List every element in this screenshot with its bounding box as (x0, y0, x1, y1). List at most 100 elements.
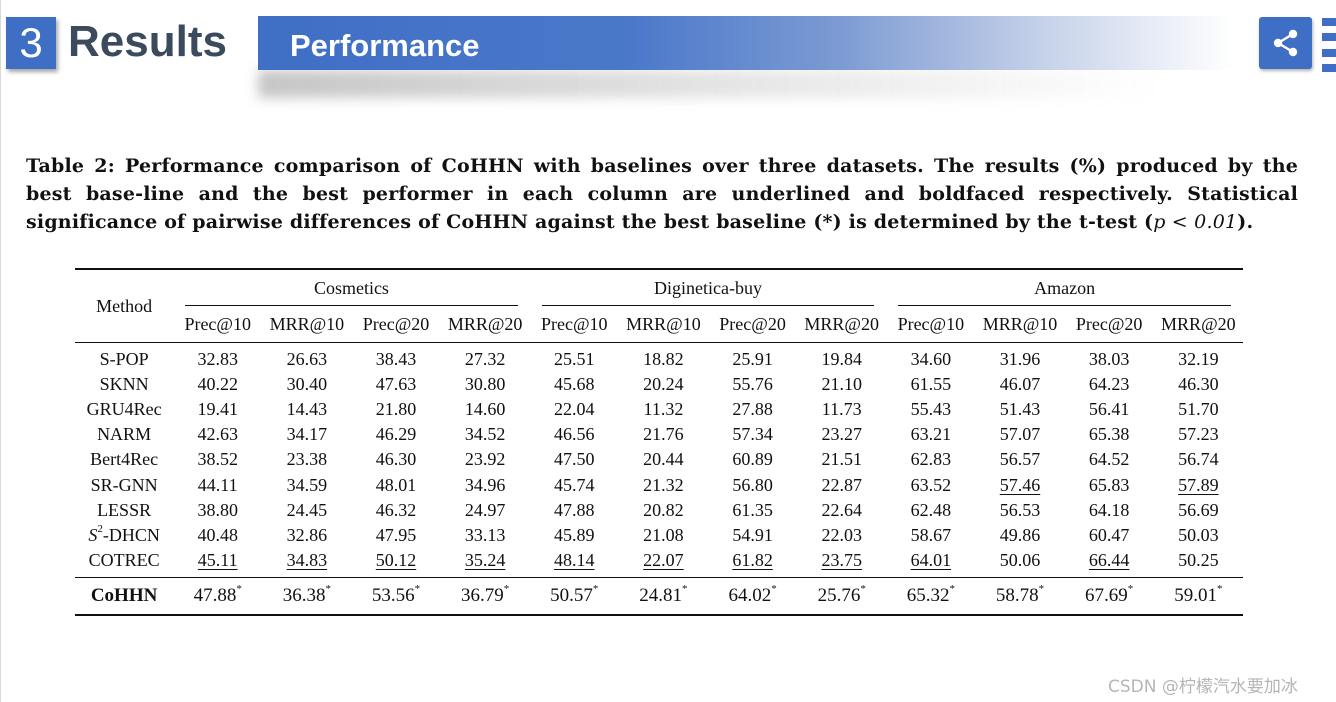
metric-header: Prec@20 (1064, 306, 1154, 343)
share-icon (1273, 29, 1297, 57)
value-cell: 32.83 (197, 349, 238, 370)
metric-header: Prec@10 (886, 306, 976, 343)
value-cell: 34.96 (464, 474, 506, 495)
value-cell: 11.32 (643, 399, 684, 420)
method-header: Method (75, 270, 174, 343)
value-cell: 46.30 (1178, 374, 1219, 395)
menu-bar (1322, 48, 1336, 57)
value-cell: 23.75 (821, 549, 862, 570)
left-border (0, 0, 1, 702)
value-cell: 57.23 (1178, 424, 1219, 445)
method-cell: NARM (97, 424, 152, 445)
caption-suffix: ). (1237, 211, 1254, 233)
value-cell: 57.07 (999, 424, 1041, 445)
table-row: Bert4Rec 38.52 23.38 46.30 23.92 47.50 20.44 60… (75, 447, 1243, 472)
value-cell: 61.35 (732, 499, 773, 520)
value-cell: 50.03 (1178, 524, 1219, 545)
watermark: CSDN @柠檬汽水要加冰 (1108, 677, 1298, 697)
table-row: COTREC 45.11 34.83 50.12 35.24 48.14 22.07 61.8… (75, 548, 1243, 578)
value-cell: 56.57 (999, 449, 1041, 470)
value-cell: 63.21 (910, 424, 952, 445)
value-cell: 26.63 (286, 349, 328, 370)
value-cell: 55.76 (732, 374, 773, 395)
value-cell: 59.01* (1153, 576, 1243, 616)
value-cell: 23.27 (821, 424, 862, 445)
value-cell: 46.29 (375, 424, 417, 445)
method-cell: LESSR (97, 499, 152, 520)
menu-button[interactable] (1322, 18, 1336, 72)
value-cell: 21.51 (821, 449, 862, 470)
value-cell: 34.59 (286, 474, 328, 495)
value-cell: 49.86 (999, 524, 1041, 545)
value-cell: 62.48 (910, 499, 952, 520)
value-cell: 57.89 (1178, 474, 1219, 495)
value-cell: 66.44 (1088, 549, 1130, 570)
value-cell: 38.03 (1088, 349, 1130, 370)
value-cell: 60.47 (1088, 524, 1130, 545)
table-row-cohhn: CoHHN 47.88* 36.38* 53.56* 36.79* 50.57* 24.81… (75, 576, 1243, 616)
method-cell: CoHHN (75, 576, 174, 616)
table-row: LESSR 38.80 24.45 46.32 24.97 47.88 20.82 61.35… (75, 498, 1243, 523)
value-cell: 56.74 (1178, 449, 1219, 470)
value-cell: 34.60 (910, 349, 952, 370)
value-cell: 64.01 (910, 549, 952, 570)
value-cell: 24.97 (464, 499, 506, 520)
method-cell: S2-DHCN (88, 522, 160, 545)
value-cell: 32.86 (286, 524, 328, 545)
method-cell: SKNN (99, 374, 149, 395)
value-cell: 25.91 (732, 349, 773, 370)
metric-header: Prec@20 (351, 306, 441, 343)
value-cell: 22.87 (821, 474, 862, 495)
table-row: S-POP 32.83 26.63 38.43 27.32 25.51 18.82 25.91… (75, 343, 1243, 373)
value-cell: 61.82 (732, 549, 773, 570)
value-cell: 30.80 (464, 374, 506, 395)
share-button[interactable] (1259, 17, 1312, 69)
value-cell: 47.63 (375, 374, 417, 395)
value-cell: 24.45 (286, 499, 328, 520)
value-cell: 34.17 (286, 424, 328, 445)
value-cell: 45.89 (554, 524, 595, 545)
value-cell: 61.55 (910, 374, 952, 395)
table-row: NARM 42.63 34.17 46.29 34.52 46.56 21.76 57.34 2… (75, 422, 1243, 447)
value-cell: 21.76 (643, 424, 684, 445)
method-cell: GRU4Rec (86, 399, 162, 420)
value-cell: 58.78* (975, 576, 1065, 616)
value-cell: 33.13 (464, 524, 506, 545)
section-number: 3 (19, 19, 43, 66)
value-cell: 54.91 (732, 524, 773, 545)
value-cell: 56.53 (999, 499, 1041, 520)
value-cell: 50.12 (375, 549, 417, 570)
section-number-badge: 3 (6, 17, 56, 69)
value-cell: 21.08 (643, 524, 684, 545)
value-cell: 56.69 (1178, 499, 1219, 520)
value-cell: 38.43 (375, 349, 417, 370)
table-row: GRU4Rec 19.41 14.43 21.80 14.60 22.04 11.32 27.… (75, 397, 1243, 422)
value-cell: 19.84 (821, 349, 862, 370)
value-cell: 56.80 (732, 474, 773, 495)
value-cell: 67.69* (1064, 576, 1154, 616)
value-cell: 32.19 (1178, 349, 1219, 370)
value-cell: 47.95 (375, 524, 417, 545)
value-cell: 30.40 (286, 374, 328, 395)
value-cell: 47.88* (173, 576, 263, 616)
value-cell: 45.11 (197, 549, 238, 570)
value-cell: 48.01 (375, 474, 417, 495)
value-cell: 47.88 (554, 499, 595, 520)
value-cell: 64.02* (708, 576, 798, 616)
value-cell: 48.14 (554, 549, 595, 570)
value-cell: 46.30 (375, 449, 417, 470)
value-cell: 58.67 (910, 524, 952, 545)
value-cell: 34.52 (464, 424, 506, 445)
metric-header: MRR@10 (618, 306, 708, 343)
value-cell: 23.92 (464, 449, 506, 470)
metric-header: Prec@10 (529, 306, 619, 343)
value-cell: 27.32 (464, 349, 506, 370)
value-cell: 40.22 (197, 374, 238, 395)
section-title: Results (68, 17, 227, 66)
group-header-diginetica: Diginetica-buy (530, 270, 887, 306)
value-cell: 22.07 (643, 549, 684, 570)
value-cell: 22.03 (821, 524, 862, 545)
value-cell: 64.18 (1088, 499, 1130, 520)
value-cell: 51.43 (999, 399, 1041, 420)
table-row: SR-GNN 44.11 34.59 48.01 34.96 45.74 21.32 56.8… (75, 472, 1243, 497)
